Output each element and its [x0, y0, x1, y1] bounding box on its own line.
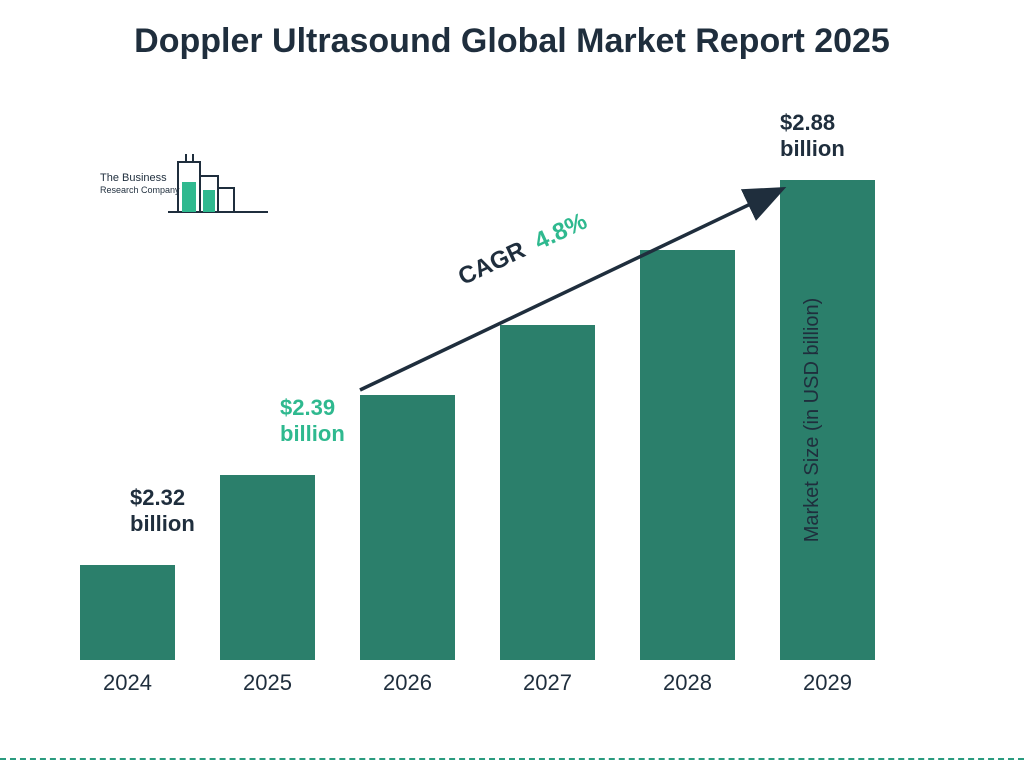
x-label: 2025: [243, 670, 292, 696]
x-label: 2027: [523, 670, 572, 696]
x-axis-labels: 2024 2025 2026 2027 2028 2029: [80, 670, 900, 700]
data-label-line1: $2.39: [280, 395, 335, 420]
y-axis-label: Market Size (in USD billion): [801, 298, 824, 543]
chart-area: CAGR 4.8% $2.32 billion $2.39 billion $2…: [80, 140, 900, 700]
data-label-line1: $2.32: [130, 485, 185, 510]
x-label: 2024: [103, 670, 152, 696]
data-label-2025: $2.39 billion: [280, 395, 345, 448]
data-label-line1: $2.88 billion: [780, 110, 845, 161]
data-label-2024: $2.32 billion: [130, 485, 195, 538]
chart-title: Doppler Ultrasound Global Market Report …: [0, 20, 1024, 63]
cagr-arrow: [80, 140, 900, 660]
x-label: 2028: [663, 670, 712, 696]
x-label: 2029: [803, 670, 852, 696]
chart-plot: CAGR 4.8% $2.32 billion $2.39 billion $2…: [80, 140, 900, 660]
bottom-dashed-line: [0, 758, 1024, 760]
data-label-2029: $2.88 billion: [780, 110, 900, 163]
x-label: 2026: [383, 670, 432, 696]
data-label-line2: billion: [130, 511, 195, 536]
data-label-line2: billion: [280, 421, 345, 446]
